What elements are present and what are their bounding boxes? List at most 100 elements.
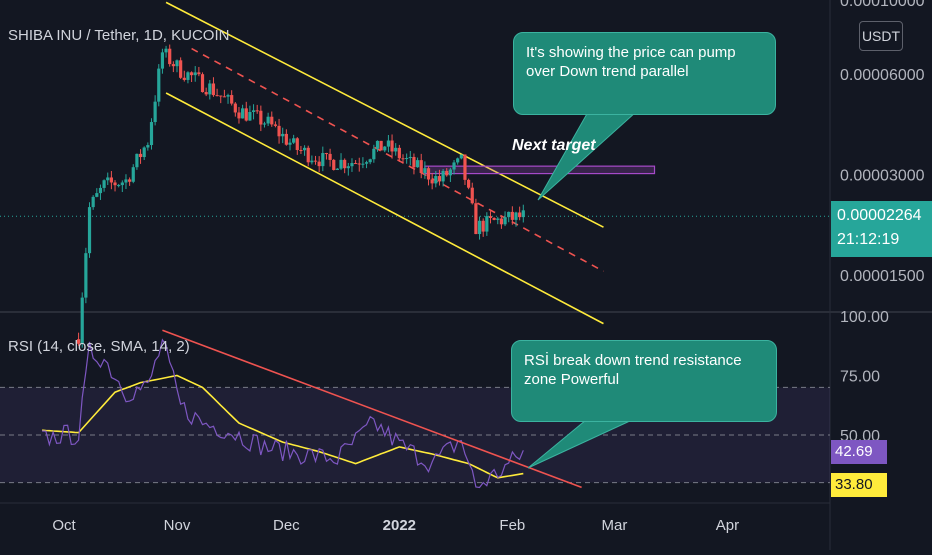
candle-body [182, 77, 186, 80]
next-target-label: Next target [512, 137, 596, 154]
candle-body [521, 210, 525, 218]
sma-line [42, 374, 524, 479]
target-zone-box [424, 165, 656, 175]
candle-body [364, 162, 369, 164]
candle-body [106, 177, 110, 181]
rsi-line [42, 338, 524, 489]
candle-body [117, 185, 121, 187]
x-tick-label: Apr [716, 517, 739, 534]
callout-bottom: RSİ break down trend resistance zone Pow… [511, 340, 777, 422]
candle-body [343, 159, 347, 169]
rsi-layer [0, 329, 830, 489]
candle-body [441, 170, 445, 182]
candle-body [222, 96, 226, 98]
candle-body [186, 72, 190, 80]
candle-body [302, 147, 307, 151]
candle-body [80, 297, 84, 344]
x-tick-label: Nov [164, 517, 191, 534]
candle-body [448, 169, 452, 176]
candle-body [437, 176, 442, 182]
candle-body [295, 138, 299, 150]
candle-body [328, 153, 332, 160]
sma-value-tag: 33.80 [831, 473, 887, 497]
candle-body [434, 176, 438, 184]
candle-body [477, 220, 482, 235]
candle-body [313, 160, 318, 162]
channel-mid-line [191, 47, 604, 272]
candle-body [346, 166, 350, 169]
candle-body [372, 148, 376, 160]
candle-body [277, 125, 281, 137]
rsi-trendline [162, 329, 582, 489]
candle-body [248, 112, 252, 121]
currency-badge[interactable]: USDT [859, 21, 903, 51]
rsi-title: RSI (14, close, SMA, 14, 2) [8, 338, 190, 355]
candle-body [361, 163, 365, 165]
candle-body [193, 72, 197, 76]
candle-body [299, 149, 303, 151]
last-price-value: 0.00002264 [837, 207, 922, 224]
candle-body [332, 159, 336, 170]
x-tick-label: Feb [499, 517, 525, 534]
candle-body [317, 161, 321, 167]
candle-body [467, 179, 471, 188]
candle-body [146, 145, 150, 148]
candle-body [76, 339, 81, 344]
candle-body [485, 216, 489, 232]
candle-body [160, 52, 165, 69]
candle-body [124, 179, 128, 183]
rsi-value: 42.69 [835, 443, 873, 460]
candle-body [273, 124, 278, 126]
candle-body [507, 211, 511, 218]
last-price-tag: 0.00002264 21:12:19 [831, 201, 932, 257]
candle-body [452, 162, 456, 170]
candle-body [324, 153, 329, 155]
candle-body [368, 159, 372, 163]
candle-body [459, 154, 463, 159]
candle-body [419, 160, 423, 173]
candle-body [310, 160, 314, 163]
candle-body [102, 180, 106, 188]
candle-body [394, 147, 398, 152]
candle-body [164, 48, 168, 53]
candle-body [474, 203, 478, 235]
candle-body [175, 60, 179, 67]
candle-body [288, 142, 292, 145]
x-tick-label: Mar [601, 517, 627, 534]
channel-lower-line [165, 92, 604, 325]
callout-bottom-text: RSİ break down trend resistance zone Pow… [524, 352, 742, 388]
candle-body [200, 74, 205, 93]
candle-body [135, 153, 139, 168]
candle-body [266, 116, 270, 124]
candle-body [354, 163, 358, 165]
symbol-title: SHIBA INU / Tether, 1D, KUCOIN [8, 27, 229, 44]
candle-body [499, 218, 504, 225]
channel-upper-line [165, 1, 604, 228]
candle-body [488, 216, 493, 218]
candle-body [153, 101, 157, 123]
candle-body [292, 138, 296, 143]
candle-body [456, 158, 460, 163]
callout-top-pointer [537, 111, 638, 201]
candle-body [259, 110, 263, 125]
x-tick-label: 2022 [383, 517, 416, 534]
candle-body [149, 122, 154, 146]
candle-body [339, 159, 343, 169]
candle-body [255, 110, 259, 112]
candle-body [215, 95, 219, 97]
candle-body [189, 72, 194, 76]
candle-body [95, 193, 99, 197]
candle-body [84, 253, 88, 298]
candle-body [415, 160, 420, 168]
price-layer [0, 1, 830, 348]
x-tick-label: Dec [273, 517, 300, 534]
candle-body [390, 140, 394, 152]
candle-body [496, 218, 500, 220]
callout-top: It's showing the price can pump over Dow… [513, 32, 776, 115]
candle-body [128, 179, 132, 182]
candle-body [262, 123, 267, 125]
candle-body [335, 168, 339, 170]
candle-body [481, 220, 485, 232]
